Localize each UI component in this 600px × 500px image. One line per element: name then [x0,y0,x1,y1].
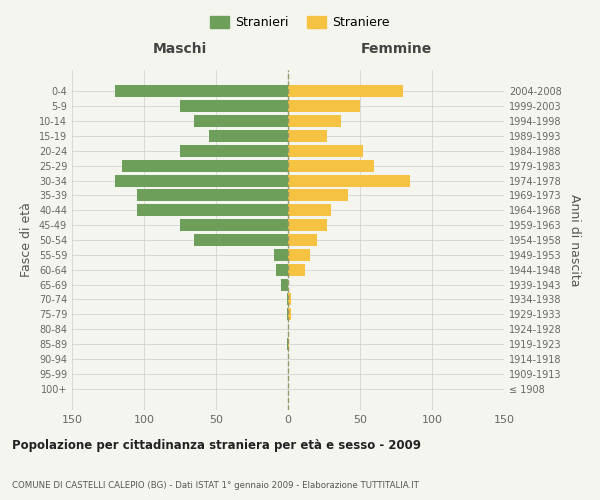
Legend: Stranieri, Straniere: Stranieri, Straniere [205,11,395,34]
Y-axis label: Fasce di età: Fasce di età [20,202,33,278]
Bar [137,190,288,202]
Bar [115,86,288,98]
Bar [122,160,288,172]
Bar [288,338,289,350]
Bar [288,86,403,98]
Bar [180,145,288,157]
Bar [180,219,288,231]
Text: COMUNE DI CASTELLI CALEPIO (BG) - Dati ISTAT 1° gennaio 2009 - Elaborazione TUTT: COMUNE DI CASTELLI CALEPIO (BG) - Dati I… [12,481,419,490]
Bar [287,338,288,350]
Bar [288,249,310,261]
Bar [288,294,291,306]
Text: Popolazione per cittadinanza straniera per età e sesso - 2009: Popolazione per cittadinanza straniera p… [12,440,421,452]
Bar [288,264,305,276]
Bar [288,219,327,231]
Bar [277,264,288,276]
Text: Maschi: Maschi [153,42,207,56]
Bar [180,100,288,112]
Bar [209,130,288,142]
Bar [288,204,331,216]
Bar [288,130,327,142]
Bar [288,100,360,112]
Y-axis label: Anni di nascita: Anni di nascita [568,194,581,286]
Bar [287,294,288,306]
Bar [281,278,288,290]
Bar [288,160,374,172]
Bar [287,308,288,320]
Bar [288,234,317,246]
Bar [115,174,288,186]
Bar [288,308,291,320]
Bar [288,145,363,157]
Bar [194,115,288,127]
Text: Femmine: Femmine [361,42,431,56]
Bar [194,234,288,246]
Bar [288,190,349,202]
Bar [288,115,341,127]
Bar [137,204,288,216]
Bar [288,174,410,186]
Bar [274,249,288,261]
